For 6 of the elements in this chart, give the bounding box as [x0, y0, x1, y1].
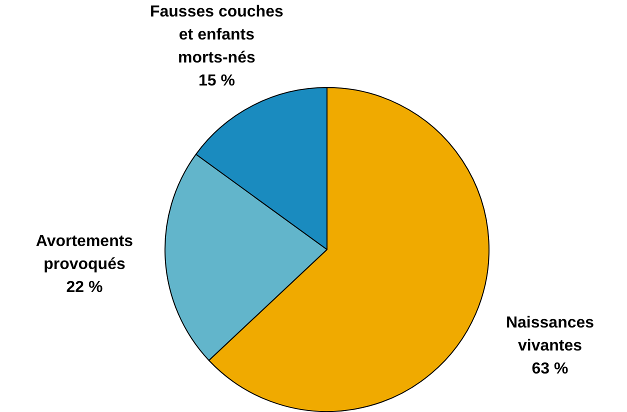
data-label: 15 % — [198, 72, 235, 90]
data-label: 22 % — [66, 279, 103, 296]
data-label: 63 % — [532, 360, 568, 378]
slice-label: Fausses couches et enfants morts-nés — [150, 3, 284, 66]
slice-label: Naissances vivantes — [506, 314, 594, 354]
slice-label: Avortements provoqués — [36, 233, 134, 274]
